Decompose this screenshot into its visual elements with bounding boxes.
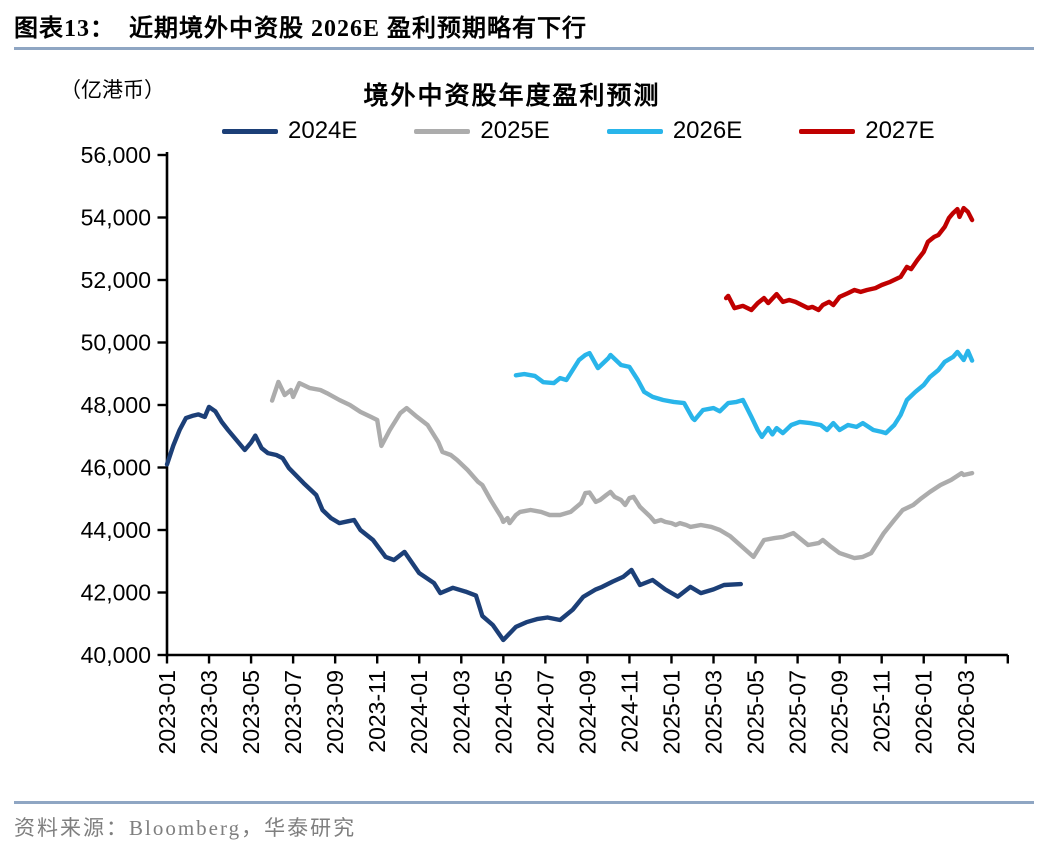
x-tick-label: 2025-03 xyxy=(701,670,727,754)
legend-line-swatch-2024e xyxy=(222,128,278,134)
y-tick-label: 44,000 xyxy=(81,517,151,543)
x-tick-label: 2023-07 xyxy=(280,670,306,754)
y-tick-label: 56,000 xyxy=(81,142,151,168)
x-tick-label: 2024-01 xyxy=(406,670,432,754)
y-tick-label: 48,000 xyxy=(81,392,151,418)
x-tick-label: 2023-01 xyxy=(154,670,180,754)
legend-item-2026e: 2026E xyxy=(606,117,743,145)
y-tick-label: 40,000 xyxy=(81,642,151,668)
x-tick-label: 2023-05 xyxy=(238,670,264,754)
x-tick-label: 2025-09 xyxy=(827,670,853,754)
x-tick-label: 2023-09 xyxy=(322,670,348,754)
title-divider xyxy=(14,47,1034,50)
x-tick-label: 2024-11 xyxy=(616,670,642,753)
y-tick-label: 54,000 xyxy=(81,205,151,231)
series-line-2024e xyxy=(164,404,743,643)
x-tick-label: 2024-05 xyxy=(490,670,516,754)
legend-line-swatch-2027e xyxy=(799,128,856,134)
series-line-2025e xyxy=(269,379,975,561)
x-tick-label: 2026-01 xyxy=(911,670,937,754)
legend-line-swatch-2026e xyxy=(606,128,663,134)
legend-item-2027e: 2027E xyxy=(799,117,935,145)
legend-line-swatch-2025e xyxy=(414,128,471,134)
y-tick-label: 50,000 xyxy=(81,330,151,356)
legend-label-2027e: 2027E xyxy=(865,117,935,144)
y-axis-unit-label: （亿港币） xyxy=(60,78,165,102)
y-tick-label: 46,000 xyxy=(81,455,151,481)
legend-label-2026e: 2026E xyxy=(672,117,743,144)
chart-legend: 2024E 2025E 2026E 2027E xyxy=(222,116,935,146)
x-tick-label: 2025-07 xyxy=(785,670,811,754)
legend-item-2025e: 2025E xyxy=(414,117,550,145)
x-tick-label: 2023-03 xyxy=(196,670,222,754)
y-tick-label: 42,000 xyxy=(81,580,151,606)
chart-title: 境外中资股年度盈利预测 xyxy=(363,83,661,110)
x-tick-label: 2024-09 xyxy=(574,670,600,754)
footer-divider xyxy=(14,801,1034,804)
x-tick-label: 2025-11 xyxy=(869,670,895,753)
x-tick-label: 2025-05 xyxy=(743,670,769,754)
series-line-2027e xyxy=(723,205,975,313)
figure-caption: 图表13： 近期境外中资股 2026E 盈利预期略有下行 xyxy=(14,16,588,42)
x-tick-label: 2025-01 xyxy=(658,670,684,754)
y-tick-label: 52,000 xyxy=(81,267,151,293)
source-note: 资料来源：Bloomberg，华泰研究 xyxy=(14,816,357,840)
x-tick-label: 2023-11 xyxy=(364,670,390,753)
x-tick-label: 2024-07 xyxy=(532,670,558,754)
x-tick-label: 2026-03 xyxy=(953,670,979,754)
legend-item-2024e: 2024E xyxy=(222,117,357,145)
legend-label-2025e: 2025E xyxy=(480,117,550,144)
series-line-2026e xyxy=(513,348,975,440)
legend-label-2024e: 2024E xyxy=(288,117,358,144)
x-tick-label: 2024-03 xyxy=(448,670,474,754)
